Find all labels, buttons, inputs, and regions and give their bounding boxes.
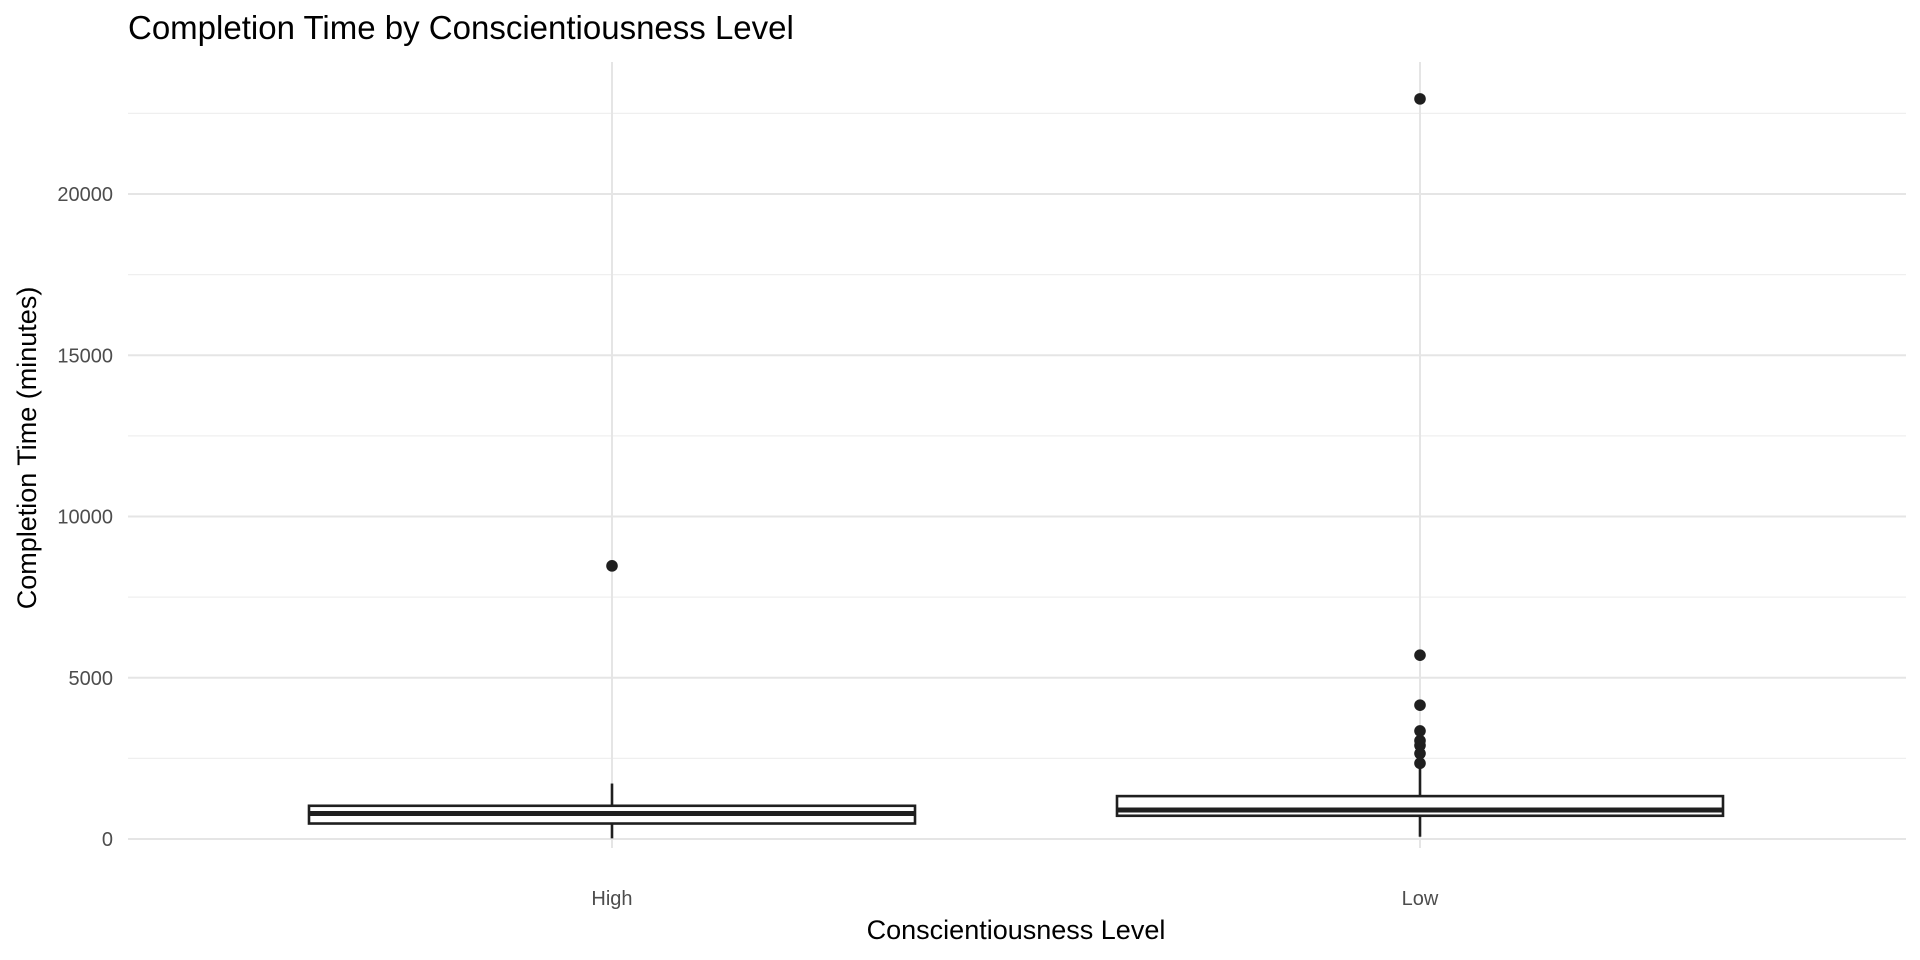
outlier-point xyxy=(606,560,618,572)
y-tick-labels: 0 5000 10000 15000 20000 xyxy=(57,184,113,851)
x-tick-label: High xyxy=(591,888,632,910)
outlier-point xyxy=(1414,757,1426,770)
iqr-box xyxy=(1115,794,1725,818)
outlier-point xyxy=(1414,699,1426,711)
outlier-point xyxy=(1414,93,1426,105)
x-tick-label: Low xyxy=(1402,888,1439,910)
y-tick-label: 20000 xyxy=(57,184,113,206)
box-high xyxy=(307,560,917,839)
outlier-point xyxy=(1414,725,1426,737)
chart-title: Completion Time by Conscientiousness Lev… xyxy=(128,9,794,46)
y-tick-label: 10000 xyxy=(57,507,113,529)
y-tick-label: 5000 xyxy=(69,668,114,690)
outlier-point xyxy=(1414,747,1426,760)
x-axis-title: Conscientiousness Level xyxy=(867,915,1166,945)
outlier-point xyxy=(1414,734,1426,747)
grid-layer xyxy=(128,62,1906,848)
boxes-layer xyxy=(307,93,1725,839)
y-tick-label: 15000 xyxy=(57,345,113,367)
outlier-point xyxy=(1414,649,1426,661)
x-tick-labels: High Low xyxy=(591,888,1438,910)
box-low xyxy=(1115,93,1725,837)
y-axis-title: Completion Time (minutes) xyxy=(12,287,42,610)
y-tick-label: 0 xyxy=(102,829,113,851)
